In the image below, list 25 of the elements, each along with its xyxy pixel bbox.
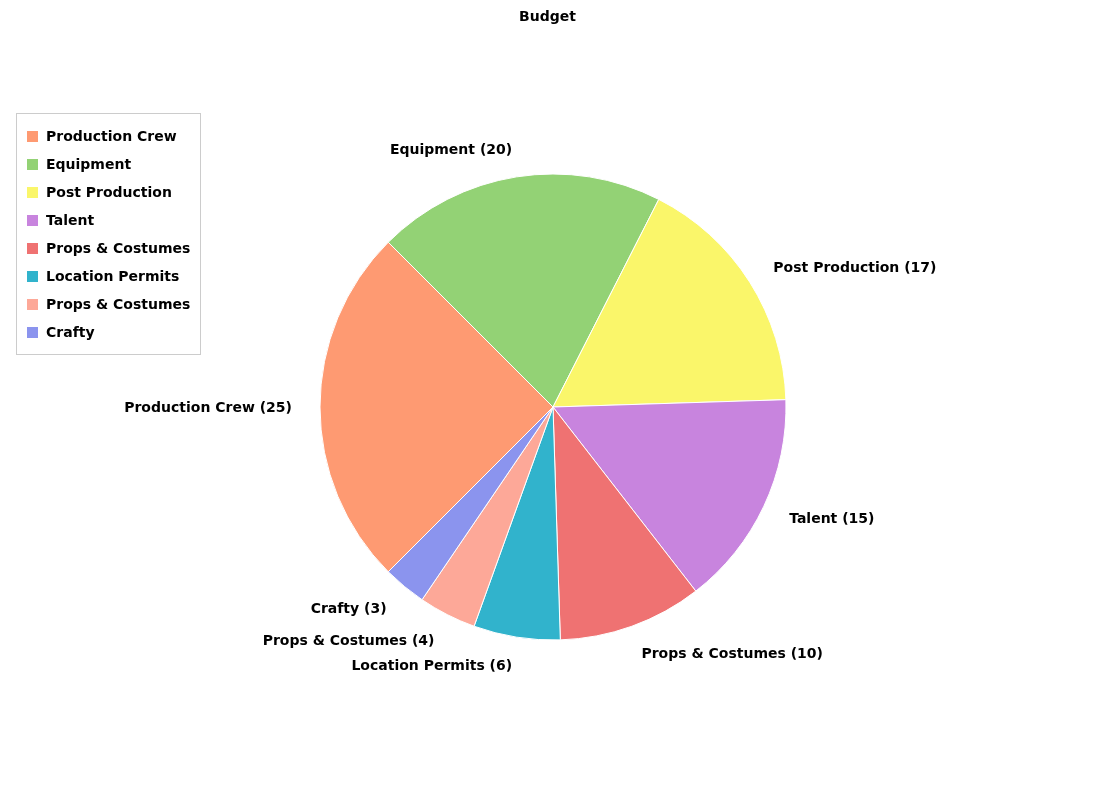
chart-title: Budget — [518, 8, 577, 24]
data-label: (4) — [411, 631, 435, 648]
legend-label: Talent — [46, 212, 95, 228]
slice-label: Post Production — [773, 259, 905, 276]
slice-label: Equipment — [389, 141, 480, 158]
slice-label: Crafty — [310, 600, 365, 617]
legend-label: Props & Costumes — [46, 296, 191, 312]
data-label: (10) — [790, 644, 823, 661]
data-label: (15) — [842, 510, 875, 527]
data-label: (20) — [479, 141, 513, 158]
slice-label: Talent — [789, 510, 843, 527]
legend-label: Equipment — [46, 156, 132, 172]
slice-label: Props & Costumes — [262, 631, 412, 648]
legend-label: Crafty — [46, 324, 95, 340]
data-label: (3) — [364, 600, 387, 617]
slice-label: Location Permits — [351, 656, 490, 673]
legend-label: Location Permits — [46, 268, 180, 284]
legend-label: Post Production — [46, 184, 172, 200]
data-label: (6) — [489, 656, 513, 673]
legend-label: Production Crew — [46, 128, 177, 144]
data-label: (17) — [904, 259, 937, 276]
slice-label: Props & Costumes — [641, 644, 791, 661]
data-label: (25) — [259, 399, 292, 415]
slice-label: Production Crew — [124, 399, 260, 415]
legend-label: Props & Costumes — [46, 240, 191, 256]
